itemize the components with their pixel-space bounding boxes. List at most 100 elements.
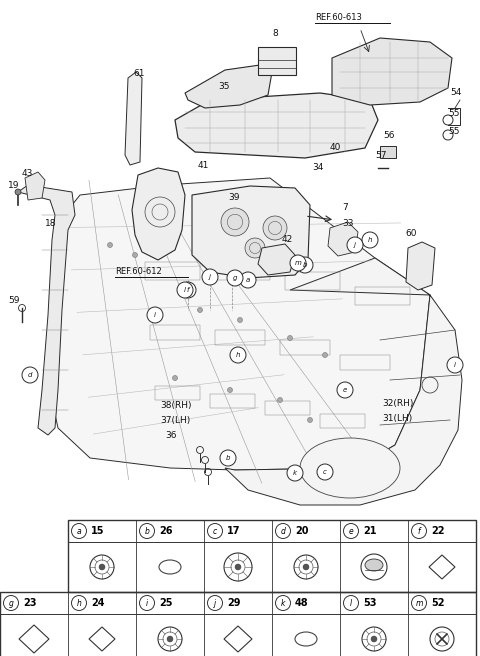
Bar: [0, 592, 476, 656]
Text: b: b: [303, 262, 307, 268]
Text: 35: 35: [218, 82, 229, 91]
Circle shape: [235, 564, 241, 570]
Text: 56: 56: [383, 131, 395, 140]
Polygon shape: [332, 38, 452, 105]
Text: 40: 40: [330, 143, 341, 152]
Circle shape: [308, 417, 312, 422]
Text: 32(RH): 32(RH): [382, 399, 413, 408]
Text: 21: 21: [363, 526, 376, 536]
Text: j: j: [209, 274, 211, 280]
Circle shape: [99, 564, 105, 570]
Text: 15: 15: [91, 526, 105, 536]
Text: 54: 54: [450, 88, 461, 97]
Bar: [155, 386, 200, 400]
Text: i: i: [154, 312, 156, 318]
Circle shape: [238, 318, 242, 323]
Text: 37(LH): 37(LH): [160, 416, 190, 425]
Circle shape: [172, 375, 178, 380]
Polygon shape: [185, 65, 272, 108]
Text: d: d: [28, 372, 32, 378]
Text: j: j: [354, 242, 356, 248]
Circle shape: [447, 357, 463, 373]
Bar: [285, 272, 340, 290]
Text: 24: 24: [91, 598, 105, 608]
Bar: [258, 47, 296, 75]
Circle shape: [197, 308, 203, 312]
Text: 43: 43: [22, 169, 34, 178]
Text: e: e: [348, 527, 353, 535]
Circle shape: [228, 388, 232, 392]
Circle shape: [303, 564, 309, 570]
Circle shape: [297, 257, 313, 273]
Polygon shape: [192, 186, 310, 278]
Text: h: h: [77, 598, 82, 607]
Circle shape: [177, 282, 193, 298]
Circle shape: [252, 245, 257, 251]
Text: 8: 8: [272, 29, 278, 38]
Circle shape: [288, 335, 292, 340]
Text: 7: 7: [342, 203, 348, 212]
Text: h: h: [236, 352, 240, 358]
Circle shape: [202, 269, 218, 285]
Text: a: a: [77, 527, 81, 535]
Text: 26: 26: [159, 526, 172, 536]
Text: i: i: [146, 598, 148, 607]
Polygon shape: [18, 185, 75, 435]
Text: 38(RH): 38(RH): [160, 401, 192, 410]
Text: 23: 23: [23, 598, 36, 608]
Polygon shape: [406, 242, 435, 290]
Text: 52: 52: [431, 598, 444, 608]
Bar: [215, 330, 265, 345]
Bar: [340, 355, 390, 370]
Circle shape: [263, 216, 287, 240]
Text: c: c: [213, 527, 217, 535]
Text: 48: 48: [295, 598, 309, 608]
Text: 61: 61: [133, 69, 144, 78]
Text: e: e: [343, 387, 347, 393]
Polygon shape: [258, 244, 295, 275]
Circle shape: [221, 208, 249, 236]
Bar: [215, 262, 270, 280]
Circle shape: [323, 352, 327, 358]
Text: g: g: [233, 275, 237, 281]
Text: 39: 39: [228, 193, 240, 202]
Text: l: l: [350, 598, 352, 607]
Text: 19: 19: [8, 181, 20, 190]
Circle shape: [277, 398, 283, 403]
Circle shape: [317, 464, 333, 480]
Text: b: b: [226, 455, 230, 461]
Circle shape: [22, 367, 38, 383]
Text: m: m: [295, 260, 301, 266]
Text: 22: 22: [431, 526, 444, 536]
Text: 57: 57: [375, 151, 386, 160]
Text: 18: 18: [45, 219, 57, 228]
Polygon shape: [225, 258, 462, 505]
Text: l: l: [184, 287, 186, 293]
Ellipse shape: [365, 559, 383, 571]
Text: 31(LH): 31(LH): [382, 414, 412, 423]
Bar: [210, 394, 255, 408]
Circle shape: [347, 237, 363, 253]
Text: g: g: [9, 598, 13, 607]
Polygon shape: [132, 168, 185, 260]
Text: REF.60-613: REF.60-613: [315, 13, 362, 22]
Circle shape: [337, 382, 353, 398]
Circle shape: [290, 255, 306, 271]
Circle shape: [15, 189, 21, 195]
Text: 53: 53: [363, 598, 376, 608]
Bar: [68, 520, 476, 592]
Bar: [380, 146, 396, 158]
Text: f: f: [418, 527, 420, 535]
Ellipse shape: [300, 438, 400, 498]
Text: 41: 41: [198, 161, 209, 170]
Text: j: j: [214, 598, 216, 607]
Text: h: h: [368, 237, 372, 243]
Bar: [265, 401, 310, 415]
Polygon shape: [175, 93, 378, 158]
Text: 60: 60: [405, 229, 417, 238]
Polygon shape: [328, 222, 358, 256]
Circle shape: [167, 636, 173, 642]
Circle shape: [230, 347, 246, 363]
Text: a: a: [246, 277, 250, 283]
Circle shape: [227, 270, 243, 286]
